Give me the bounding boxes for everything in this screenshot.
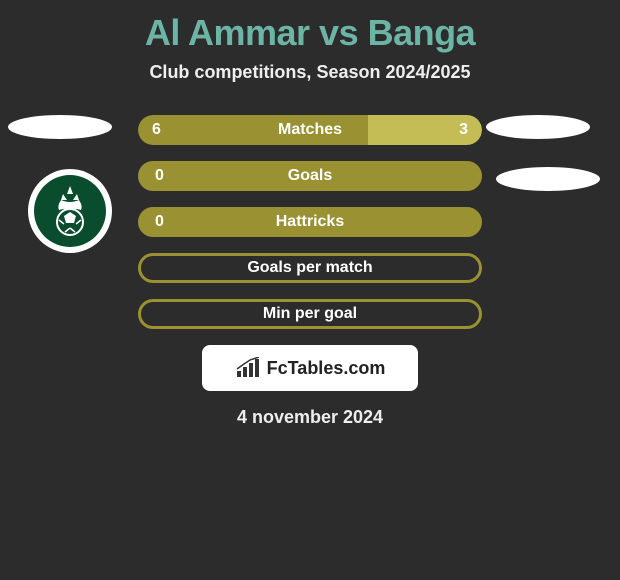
stat-label: Matches bbox=[138, 121, 482, 139]
stat-label: Goals bbox=[141, 167, 479, 185]
team-badge-inner bbox=[34, 175, 106, 247]
page-subtitle: Club competitions, Season 2024/2025 bbox=[0, 62, 620, 83]
attribution-text: FcTables.com bbox=[267, 358, 386, 379]
stat-row: Hattricks0 bbox=[138, 207, 482, 237]
stat-row: Matches6 3 bbox=[138, 115, 482, 145]
date-text: 4 november 2024 bbox=[0, 407, 620, 428]
bar-chart-icon bbox=[235, 357, 261, 379]
left-ellipse-1 bbox=[8, 115, 112, 139]
attribution-box: FcTables.com bbox=[202, 345, 418, 391]
stat-value-left: 0 bbox=[155, 167, 164, 185]
stat-row: Goals0 bbox=[138, 161, 482, 191]
stat-row: Goals per match bbox=[138, 253, 482, 283]
stat-value-right: 3 bbox=[459, 121, 468, 139]
team-badge-left bbox=[28, 169, 112, 253]
stat-label: Min per goal bbox=[141, 305, 479, 323]
main-area: Matches63Goals0Hattricks0Goals per match… bbox=[0, 115, 620, 329]
club-crest-icon bbox=[39, 180, 101, 242]
stats-container: Matches63Goals0Hattricks0Goals per match… bbox=[138, 115, 482, 329]
stat-label: Hattricks bbox=[141, 213, 479, 231]
stat-row: Min per goal bbox=[138, 299, 482, 329]
stat-value-left: 0 bbox=[155, 213, 164, 231]
right-ellipse-1 bbox=[486, 115, 590, 139]
right-ellipse-2 bbox=[496, 167, 600, 191]
stat-value-left: 6 bbox=[152, 121, 161, 139]
page-title: Al Ammar vs Banga bbox=[0, 0, 620, 54]
stat-label: Goals per match bbox=[141, 259, 479, 277]
